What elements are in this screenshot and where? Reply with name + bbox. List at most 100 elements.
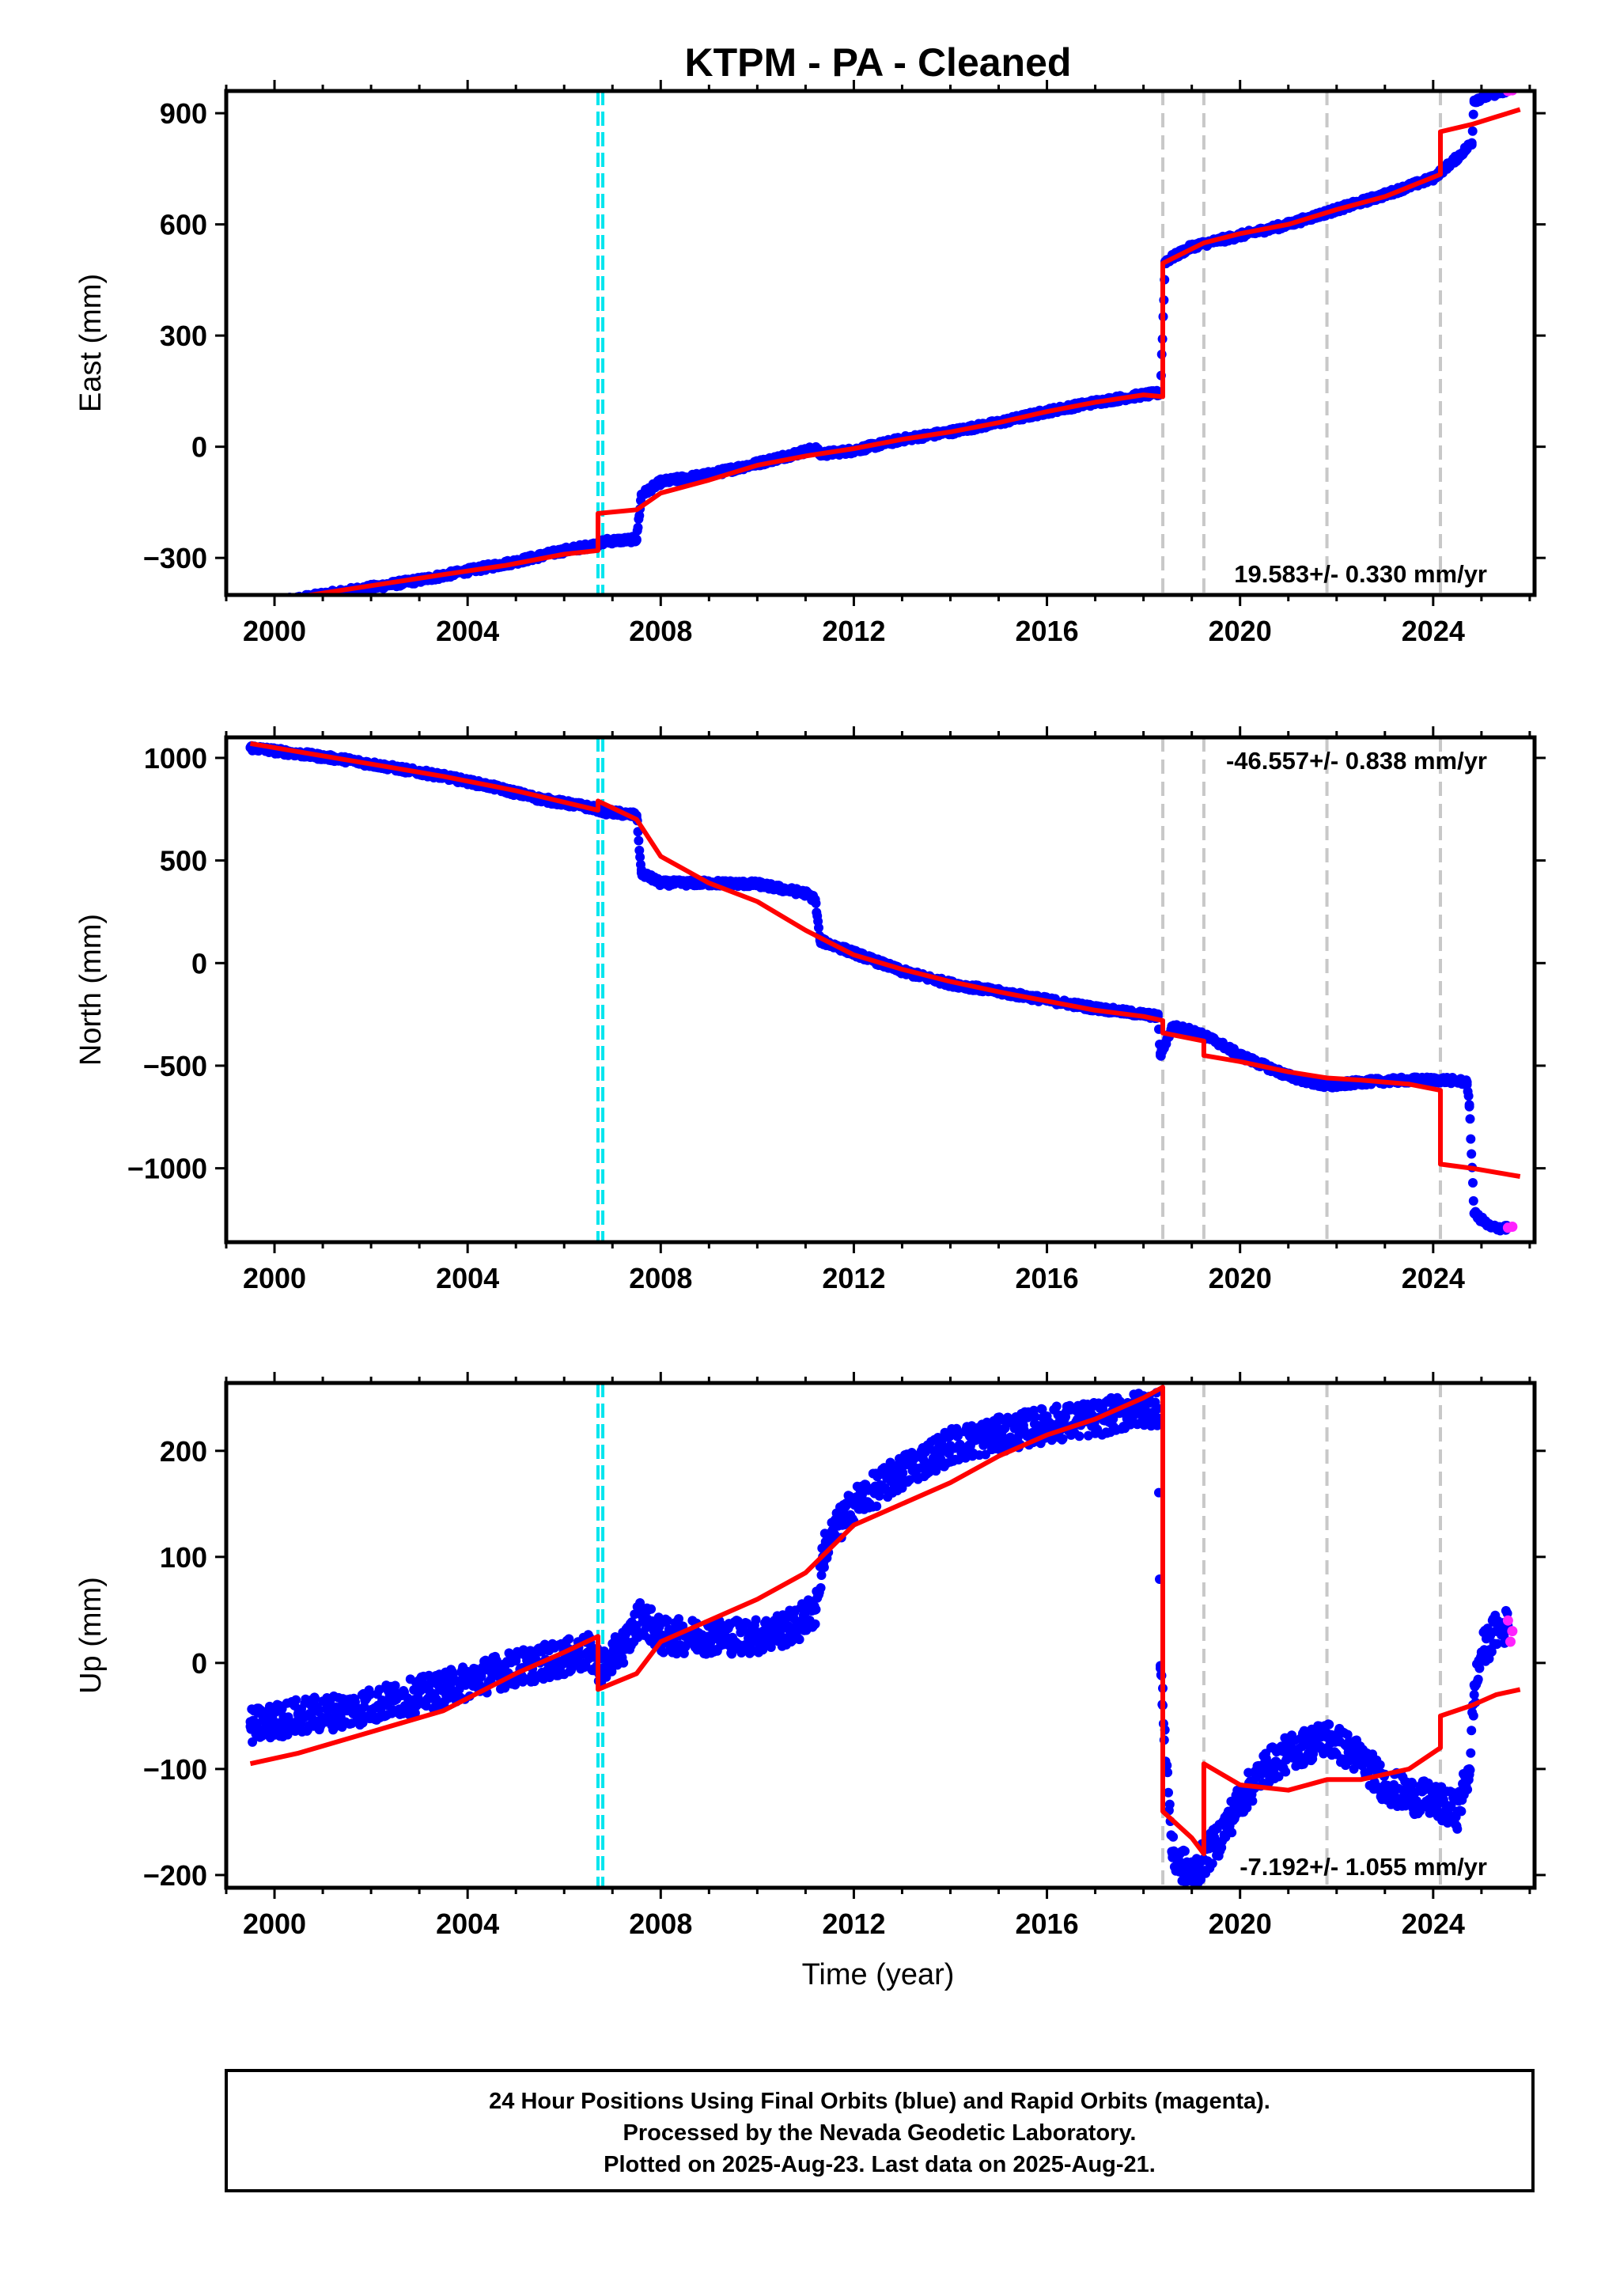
plot-area	[245, 737, 1521, 1242]
y-tick-label: 900	[160, 97, 207, 130]
final-orbit-point	[1463, 1091, 1474, 1101]
final-orbit-point	[636, 868, 646, 878]
final-orbit-point	[1211, 1036, 1221, 1046]
y-tick-label: 0	[191, 947, 207, 979]
final-orbit-point	[278, 599, 288, 608]
y-tick-label: −300	[143, 542, 207, 574]
final-orbit-point	[275, 598, 285, 608]
y-tick-label: 600	[160, 209, 207, 241]
final-orbit-point	[262, 603, 271, 612]
rapid-orbit-point	[1507, 1222, 1518, 1232]
final-orbit-point	[258, 601, 267, 610]
final-orbit-point	[600, 536, 611, 547]
final-orbit-point	[619, 1658, 629, 1668]
final-orbit-point	[658, 1647, 668, 1658]
final-orbit-point	[365, 1689, 376, 1699]
final-orbit-point	[510, 1680, 520, 1690]
final-orbit-point	[284, 596, 293, 605]
final-orbit-point	[751, 1615, 761, 1625]
final-orbit-point	[288, 597, 297, 607]
final-orbit-point	[783, 1621, 793, 1631]
x-tick-label: 2016	[1016, 1262, 1079, 1294]
x-tick-label: 2000	[243, 615, 306, 647]
final-orbit-point	[262, 602, 271, 612]
final-orbit-point	[259, 601, 268, 610]
final-orbit-point	[1443, 1075, 1453, 1085]
model-line	[294, 107, 1521, 595]
final-orbit-point	[800, 888, 811, 899]
final-orbit-point	[271, 597, 281, 607]
final-orbit-point	[775, 1628, 785, 1638]
plot-area	[251, 91, 1521, 615]
final-orbit-point	[656, 477, 666, 487]
y-tick-label: 300	[160, 320, 207, 352]
final-orbit-point	[263, 598, 273, 608]
final-orbit-point	[814, 923, 823, 933]
x-tick-label: 2020	[1209, 615, 1272, 647]
final-orbit-point	[251, 604, 260, 614]
plot-frame	[224, 735, 1537, 1245]
final-orbit-point	[598, 806, 608, 816]
final-orbit-point	[431, 1694, 441, 1704]
north-panel: 2000 2004 2008 2012 2016 2020 2024−1000−500050…	[74, 726, 1546, 1294]
final-orbit-point	[248, 1737, 258, 1747]
x-tick-label: 2008	[629, 1262, 692, 1294]
final-orbit-point	[905, 1475, 915, 1485]
final-orbit-point	[292, 596, 301, 605]
final-orbit-point	[278, 596, 288, 605]
final-orbit-point	[286, 598, 296, 608]
final-orbit-point	[794, 1635, 804, 1645]
final-orbit-point	[1469, 95, 1479, 105]
x-tick-label: 2008	[629, 615, 692, 647]
final-orbit-point	[282, 597, 292, 607]
final-orbit-point	[374, 1684, 384, 1695]
final-orbit-point	[819, 1563, 829, 1572]
up-panel: 2000 2004 2008 2012 2016 2020 2024−200−1000100…	[74, 1372, 1546, 1940]
x-tick-label: 2020	[1209, 1262, 1272, 1294]
final-orbit-point	[656, 878, 666, 888]
final-orbit-point	[1464, 1101, 1474, 1112]
final-orbit-point	[287, 597, 297, 606]
east-panel: 2000 2004 2008 2012 2016 2020 2024−30003006009…	[74, 80, 1546, 647]
y-axis-label: East (mm)	[74, 274, 108, 412]
final-orbit-point	[1467, 1149, 1477, 1159]
final-orbit-point	[872, 1501, 882, 1511]
final-orbit-point	[1467, 126, 1478, 136]
final-orbit-point	[265, 601, 274, 610]
final-orbit-point	[1468, 1178, 1478, 1188]
final-orbit-point	[839, 1520, 850, 1530]
x-tick-label: 2004	[436, 1262, 499, 1294]
final-orbit-point	[257, 605, 267, 615]
final-orbit-point	[297, 597, 306, 606]
final-orbit-point	[742, 1618, 752, 1628]
x-tick-label: 2024	[1402, 1262, 1465, 1294]
y-axis-label: North (mm)	[74, 914, 108, 1066]
final-orbit-point	[564, 1634, 574, 1644]
final-orbit-point	[1452, 153, 1463, 163]
final-orbit-point	[281, 597, 290, 606]
final-orbit-point	[631, 534, 642, 544]
final-orbit-point	[255, 604, 265, 613]
final-orbit-point	[283, 597, 293, 606]
x-tick-label: 2000	[243, 1262, 306, 1294]
x-tick-label: 2016	[1016, 615, 1079, 647]
final-orbit-point	[646, 1604, 657, 1614]
final-orbit-point	[1468, 109, 1478, 119]
final-orbit-point	[953, 1430, 963, 1441]
final-orbit-point	[291, 1695, 301, 1705]
final-orbit-point	[1465, 1114, 1475, 1124]
final-orbit-point	[276, 597, 286, 606]
x-tick-label: 2012	[822, 1262, 885, 1294]
final-orbit-point	[259, 604, 269, 614]
x-tick-label: 2012	[822, 615, 885, 647]
plot-area	[245, 1383, 1521, 1888]
final-orbit-point	[635, 852, 645, 862]
final-orbit-point	[634, 835, 644, 846]
final-orbit-point	[257, 601, 267, 611]
y-tick-label: 500	[160, 845, 207, 877]
final-orbit-point	[816, 1570, 827, 1580]
y-tick-label: −500	[143, 1050, 207, 1082]
x-tick-label: 2024	[1402, 615, 1465, 647]
final-orbit-point	[272, 596, 282, 605]
